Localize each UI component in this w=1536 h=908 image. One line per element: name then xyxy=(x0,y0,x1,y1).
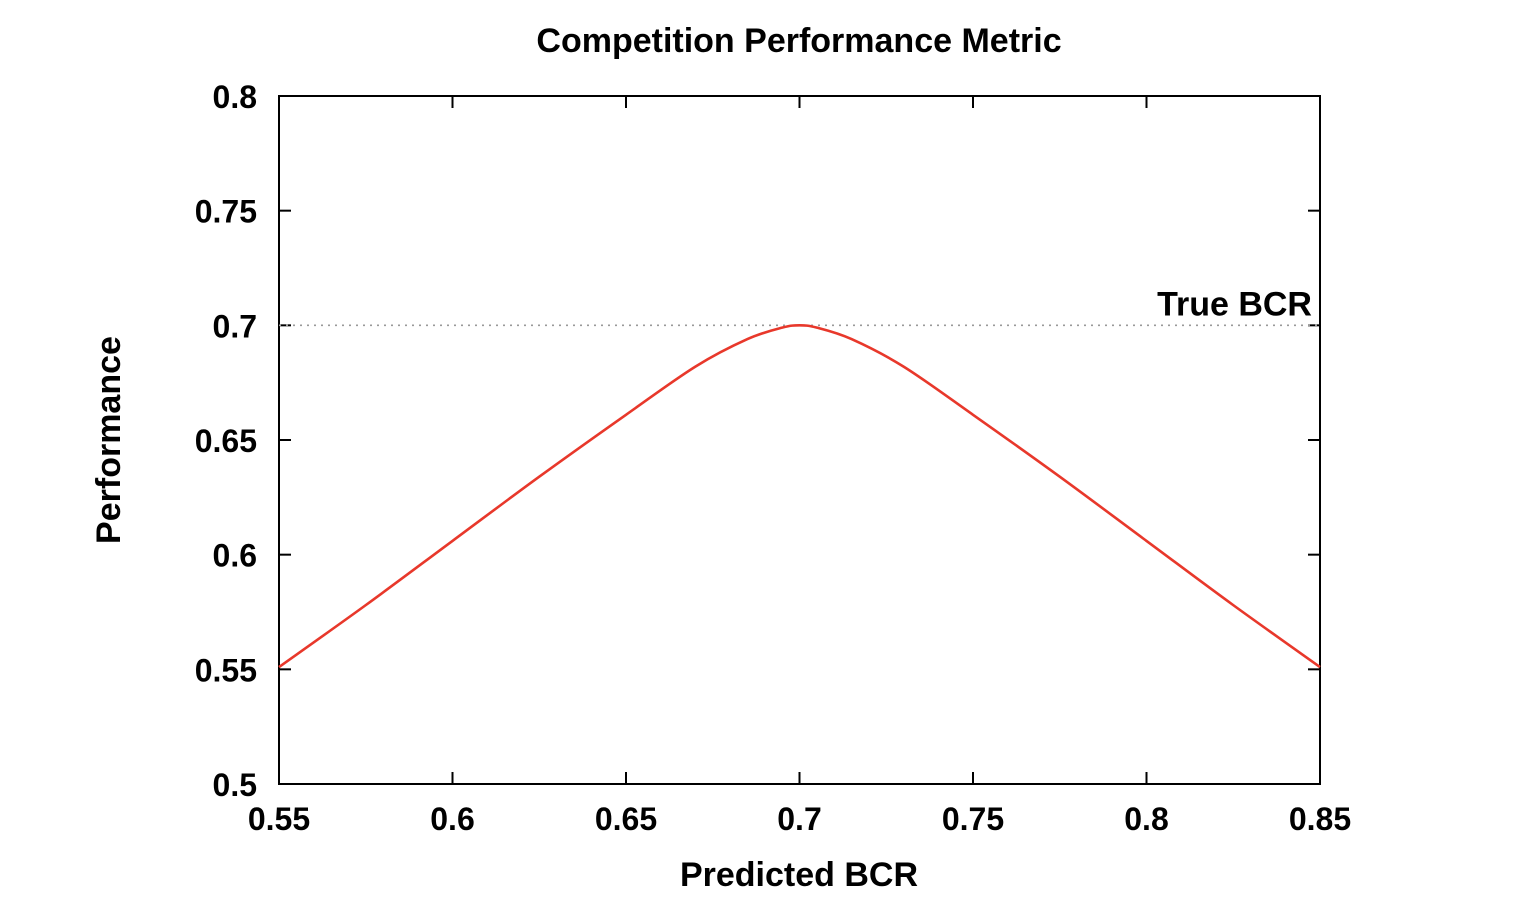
y-tick-label: 0.6 xyxy=(213,538,257,574)
y-tick-label: 0.8 xyxy=(213,79,257,115)
x-tick-label: 0.8 xyxy=(1124,801,1168,837)
x-tick-label: 0.55 xyxy=(248,801,310,837)
y-tick-label: 0.5 xyxy=(213,767,257,803)
chart-title: Competition Performance Metric xyxy=(536,22,1061,60)
x-tick-label: 0.6 xyxy=(430,801,474,837)
x-tick-label: 0.75 xyxy=(942,801,1004,837)
series-group xyxy=(278,324,1321,669)
y-axis-title: Performance xyxy=(90,336,128,544)
series-line xyxy=(278,324,1321,669)
y-tick-label: 0.55 xyxy=(195,652,257,688)
x-tick-label: 0.85 xyxy=(1289,801,1351,837)
x-tick-label: 0.65 xyxy=(595,801,657,837)
x-axis-ticks: 0.55 0.6 0.65 0.7 0.75 0.8 0.85 xyxy=(248,96,1351,837)
x-tick-label: 0.7 xyxy=(777,801,821,837)
true-bcr-label: True BCR xyxy=(1157,285,1312,323)
plot-area: 0.55 0.6 0.65 0.7 0.75 0.8 0.85 0.50.550.60.65… xyxy=(195,79,1351,837)
x-axis-title: Predicted BCR xyxy=(680,856,918,894)
y-tick-label: 0.75 xyxy=(195,194,257,230)
plot-frame xyxy=(278,95,1321,785)
y-axis-ticks: 0.5 0.55 0.6 0.65 0.7 0.75 0.8 xyxy=(195,79,1320,803)
y-tick-label: 0.7 xyxy=(213,308,257,344)
y-tick-label: 0.65 xyxy=(195,423,257,459)
